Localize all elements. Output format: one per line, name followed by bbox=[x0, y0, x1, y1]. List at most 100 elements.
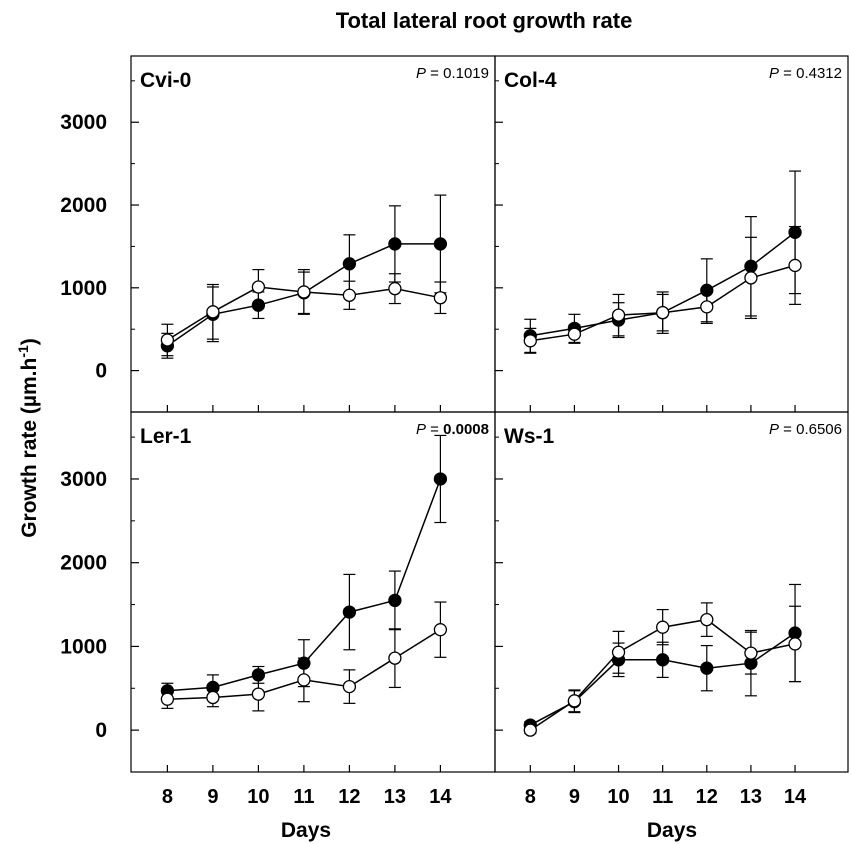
data-point-open bbox=[656, 620, 670, 634]
p-symbol: P bbox=[769, 421, 779, 438]
y-axis-label-close: ) bbox=[18, 338, 41, 345]
data-point-open bbox=[433, 291, 448, 305]
x-tick-label: 8 bbox=[162, 786, 173, 808]
x-tick-label: 11 bbox=[293, 786, 314, 808]
data-point-open bbox=[788, 637, 802, 651]
figure-title: Total lateral root growth rate bbox=[336, 8, 633, 33]
data-point-open bbox=[206, 690, 220, 705]
data-point-open bbox=[611, 308, 626, 322]
data-point-filled bbox=[251, 668, 266, 682]
panel-label: Col-4 bbox=[504, 69, 557, 92]
x-tick-label: 10 bbox=[607, 786, 629, 808]
data-point-filled bbox=[388, 593, 402, 608]
p-value: 0.1019 bbox=[443, 65, 489, 82]
y-axis-label-superscript: -1 bbox=[15, 345, 31, 358]
x-tick-label: 9 bbox=[569, 786, 580, 808]
x-tick-label: 9 bbox=[207, 786, 218, 808]
y-tick-label: 2000 bbox=[60, 194, 107, 217]
data-point-filled bbox=[656, 653, 670, 667]
data-point-open bbox=[206, 305, 220, 319]
y-tick-label: 2000 bbox=[60, 552, 107, 575]
p-symbol: P bbox=[416, 421, 426, 438]
panel-col-4: Col-4 P = 0.4312 bbox=[494, 55, 849, 413]
y-axis-label-text: Growth rate (µm.h bbox=[18, 358, 41, 538]
data-point-open bbox=[567, 327, 582, 341]
panel-ws-1: 8 9 10 11 12 13 14 Ws-1 P = 0.6506 bbox=[494, 411, 849, 808]
p-equals: = bbox=[779, 65, 796, 82]
y-tick-label: 3000 bbox=[60, 468, 107, 491]
data-point-open bbox=[297, 285, 311, 299]
panel-label: Ler-1 bbox=[140, 425, 192, 448]
p-equals: = bbox=[426, 421, 443, 438]
x-tick-label: 13 bbox=[740, 786, 762, 808]
x-axis-label-right: Days bbox=[647, 819, 697, 842]
y-tick-label: 0 bbox=[95, 360, 107, 383]
y-tick-label: 1000 bbox=[60, 277, 107, 300]
data-point-open bbox=[523, 723, 537, 737]
p-value: 0.0008 bbox=[443, 421, 489, 438]
x-tick-label: 12 bbox=[696, 786, 718, 808]
x-tick-label: 12 bbox=[338, 786, 360, 808]
data-point-open bbox=[656, 306, 670, 320]
p-value: 0.6506 bbox=[796, 421, 842, 438]
panels-group: 0 1000 2000 3000 Cvi-0 P = 0.1019 Col-4 P = 0.4… bbox=[60, 55, 849, 808]
p-value-label: P = 0.6506 bbox=[769, 421, 842, 438]
panel-frame bbox=[494, 411, 849, 773]
data-point-filled bbox=[342, 605, 357, 619]
x-tick-label: 13 bbox=[384, 786, 406, 808]
x-tick-label: 10 bbox=[247, 786, 269, 808]
data-point-filled bbox=[788, 225, 802, 239]
data-point-open bbox=[251, 687, 266, 701]
panel-label: Ws-1 bbox=[504, 425, 554, 448]
data-point-filled bbox=[700, 661, 714, 675]
data-point-filled bbox=[744, 259, 758, 273]
y-axis-label: Growth rate (µm.h-1) bbox=[15, 338, 41, 538]
data-point-open bbox=[700, 300, 714, 314]
data-point-filled bbox=[342, 257, 357, 271]
data-point-open bbox=[788, 258, 802, 273]
data-point-filled bbox=[433, 472, 448, 486]
p-value-label: P = 0.4312 bbox=[769, 65, 842, 82]
data-point-open bbox=[388, 281, 402, 296]
data-point-open bbox=[388, 651, 402, 665]
panel-label: Cvi-0 bbox=[140, 69, 191, 92]
data-point-open bbox=[342, 288, 357, 302]
y-tick-label: 1000 bbox=[60, 635, 107, 658]
x-tick-label: 14 bbox=[784, 786, 807, 808]
data-point-open bbox=[611, 645, 626, 659]
x-tick-label: 8 bbox=[525, 786, 536, 808]
p-equals: = bbox=[426, 65, 443, 82]
data-point-open bbox=[523, 334, 537, 348]
panel-cvi-0: 0 1000 2000 3000 Cvi-0 P = 0.1019 bbox=[60, 55, 496, 413]
data-point-open bbox=[160, 692, 175, 706]
x-axis-label-left: Days bbox=[281, 819, 331, 842]
p-value: 0.4312 bbox=[796, 65, 842, 82]
data-point-open bbox=[700, 612, 714, 627]
data-point-filled bbox=[297, 656, 311, 670]
data-point-open bbox=[297, 673, 311, 687]
data-point-open bbox=[342, 679, 357, 694]
p-symbol: P bbox=[416, 65, 426, 82]
y-tick-label: 3000 bbox=[60, 111, 107, 134]
data-point-open bbox=[251, 280, 266, 294]
y-tick-label: 0 bbox=[95, 719, 107, 742]
p-value-label: P = 0.1019 bbox=[416, 65, 489, 82]
series-open bbox=[524, 225, 802, 354]
data-point-filled bbox=[433, 237, 448, 251]
p-symbol: P bbox=[769, 65, 779, 82]
data-point-open bbox=[744, 646, 758, 660]
data-point-filled bbox=[388, 237, 402, 251]
p-value-label: P = 0.0008 bbox=[416, 421, 489, 438]
data-point-open bbox=[160, 333, 175, 347]
data-point-open bbox=[567, 694, 582, 708]
data-point-filled bbox=[251, 298, 266, 312]
x-tick-label: 11 bbox=[652, 786, 673, 808]
data-point-filled bbox=[700, 283, 714, 297]
p-equals: = bbox=[779, 421, 796, 438]
x-tick-label: 14 bbox=[429, 786, 452, 808]
panel-ler-1: 0 1000 2000 3000 8 9 10 11 12 13 14 Ler-1 P = 0.0008 bbox=[60, 411, 496, 808]
data-point-open bbox=[433, 623, 448, 637]
data-point-open bbox=[744, 271, 758, 285]
data-point-filled bbox=[788, 626, 802, 640]
